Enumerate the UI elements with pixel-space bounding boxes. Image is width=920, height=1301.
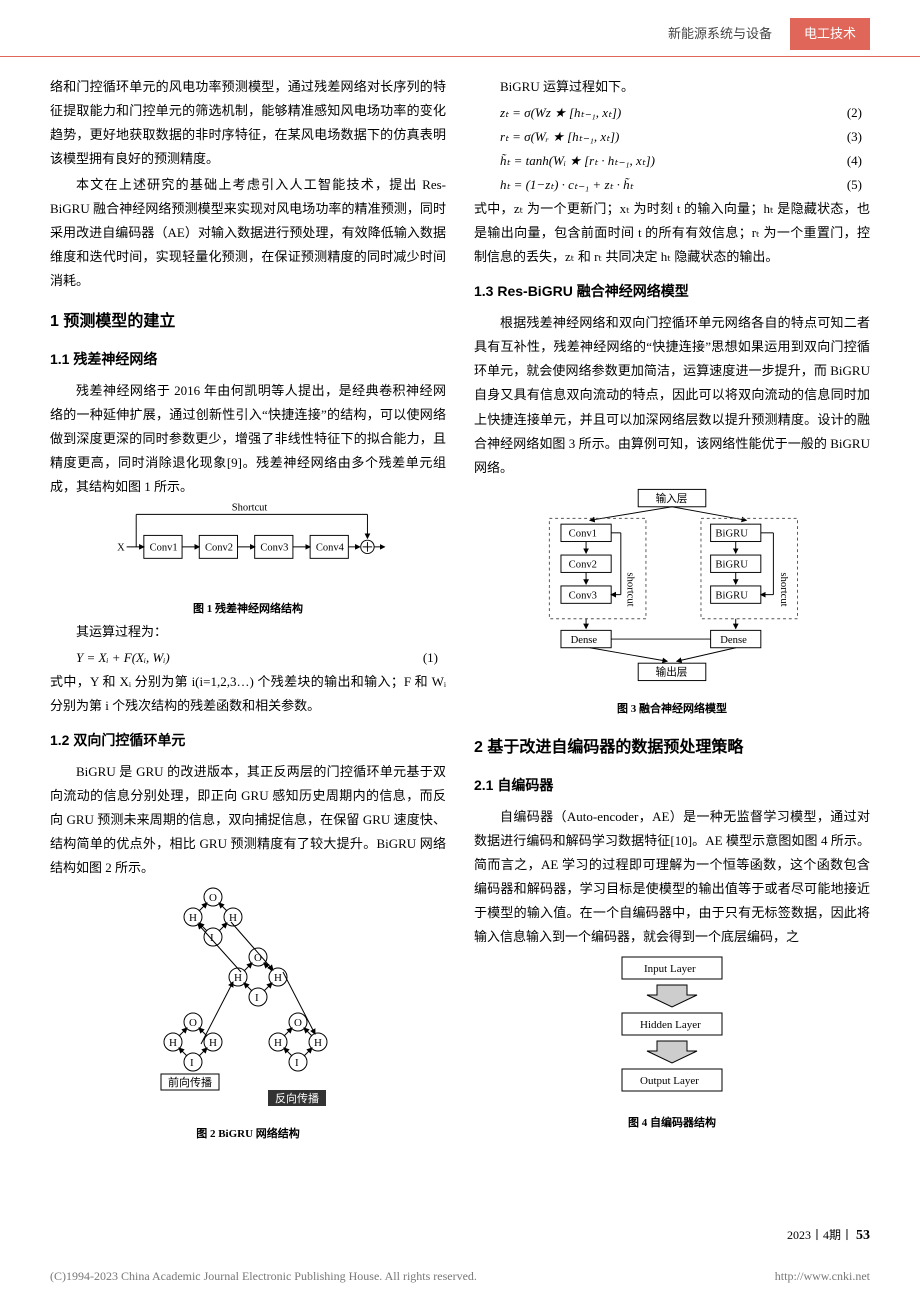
fig1-shortcut: Shortcut <box>232 503 268 514</box>
fig2-backward: 反向传播 <box>275 1091 319 1105</box>
right-column: BiGRU 运算过程如下。 zₜ = σ(Wz ★ [hₜ₋₁, xₜ]) (2… <box>474 75 870 1144</box>
fig1-caption: 图 1 残差神经网络结构 <box>108 599 388 619</box>
svg-text:shortcut: shortcut <box>625 572 636 606</box>
svg-text:I: I <box>190 1057 194 1069</box>
figure-2: O H H I O H H I <box>133 882 363 1144</box>
equation-3: rₜ = σ(Wᵣ ★ [hₜ₋₁, xₜ]) (3) <box>474 125 870 149</box>
fig1-x: X <box>117 543 125 554</box>
eq-body: Y = Xᵢ + F(Xᵢ, Wᵢ) <box>76 646 170 670</box>
svg-text:O: O <box>189 1017 197 1029</box>
eq-num: (3) <box>847 125 862 149</box>
para: 残差神经网络于 2016 年由何凯明等人提出，是经典卷积神经网络的一种延伸扩展，… <box>50 379 446 499</box>
fig4-l3: Output Layer <box>640 1075 699 1087</box>
para: 络和门控循环单元的风电功率预测模型，通过残差网络对长序列的特征提取能力和门控单元… <box>50 75 446 171</box>
footer-issue: 2023丨4期 <box>787 1228 841 1242</box>
fig1-c2: Conv2 <box>205 543 233 554</box>
svg-text:H: H <box>209 1037 217 1049</box>
fig4-l2: Hidden Layer <box>640 1019 701 1031</box>
svg-text:Conv2: Conv2 <box>569 559 597 570</box>
svg-text:Conv1: Conv1 <box>569 528 597 539</box>
header-journal: 电工技术 <box>790 18 870 50</box>
header-section: 新能源系统与设备 <box>668 22 772 46</box>
section-1: 1 预测模型的建立 <box>50 307 446 337</box>
fig2-forward: 前向传播 <box>168 1075 212 1089</box>
svg-text:H: H <box>274 972 282 984</box>
eq-body: rₜ = σ(Wᵣ ★ [hₜ₋₁, xₜ]) <box>500 125 619 149</box>
para: 式中，Y 和 Xᵢ 分别为第 i(i=1,2,3…) 个残差块的输出和输入；F … <box>50 670 446 718</box>
para: 根据残差神经网络和双向门控循环单元网络各自的特点可知二者具有互补性，残差神经网络… <box>474 311 870 479</box>
para: 本文在上述研究的基础上考虑引入人工智能技术，提出 Res-BiGRU 融合神经网… <box>50 173 446 293</box>
svg-text:Dense: Dense <box>571 635 598 646</box>
copyright: (C)1994-2023 China Academic Journal Elec… <box>50 1265 870 1287</box>
eq-num: (5) <box>847 173 862 197</box>
svg-text:H: H <box>274 1037 282 1049</box>
eq-body: hₜ = (1−zₜ) · cₜ₋₁ + zₜ · h̃ₜ <box>500 173 633 197</box>
section-1-1: 1.1 残差神经网络 <box>50 347 446 373</box>
para: BiGRU 运算过程如下。 <box>474 75 870 99</box>
svg-text:BiGRU: BiGRU <box>715 590 748 601</box>
svg-text:O: O <box>254 952 262 964</box>
para: 其运算过程为： <box>50 620 446 644</box>
fig4-caption: 图 4 自编码器结构 <box>562 1113 782 1133</box>
section-1-3: 1.3 Res-BiGRU 融合神经网络模型 <box>474 279 870 305</box>
equation-4: h̃ₜ = tanh(Wᵢ ★ [rₜ · hₜ₋₁, xₜ]) (4) <box>474 149 870 173</box>
figure-4: Input Layer Hidden Layer Output Layer 图 … <box>562 951 782 1133</box>
equation-5: hₜ = (1−zₜ) · cₜ₋₁ + zₜ · h̃ₜ (5) <box>474 173 870 197</box>
svg-text:O: O <box>209 892 217 904</box>
eq-body: zₜ = σ(Wz ★ [hₜ₋₁, xₜ]) <box>500 101 621 125</box>
svg-text:I: I <box>295 1057 299 1069</box>
footer-page: 53 <box>856 1228 870 1243</box>
svg-text:BiGRU: BiGRU <box>715 559 748 570</box>
fig1-c1: Conv1 <box>150 543 178 554</box>
eq-body: h̃ₜ = tanh(Wᵢ ★ [rₜ · hₜ₋₁, xₜ]) <box>500 149 655 173</box>
section-1-2: 1.2 双向门控循环单元 <box>50 728 446 754</box>
fig3-output: 输出层 <box>656 665 688 678</box>
para: 式中，zₜ 为一个更新门；xₜ 为时刻 t 的输入向量；hₜ 是隐藏状态，也是输… <box>474 197 870 269</box>
page-footer: 2023丨4期丨 53 <box>787 1223 870 1249</box>
svg-text:Conv3: Conv3 <box>569 590 597 601</box>
equation-2: zₜ = σ(Wz ★ [hₜ₋₁, xₜ]) (2) <box>474 101 870 125</box>
section-2: 2 基于改进自编码器的数据预处理策略 <box>474 733 870 763</box>
section-2-1: 2.1 自编码器 <box>474 773 870 799</box>
svg-text:Dense: Dense <box>720 635 747 646</box>
copyright-text: (C)1994-2023 China Academic Journal Elec… <box>50 1265 477 1287</box>
fig3-input: 输入层 <box>656 492 688 505</box>
svg-text:H: H <box>234 972 242 984</box>
svg-text:shortcut: shortcut <box>778 572 789 606</box>
fig4-l1: Input Layer <box>644 963 696 975</box>
svg-text:BiGRU: BiGRU <box>715 528 748 539</box>
svg-text:H: H <box>314 1037 322 1049</box>
svg-text:H: H <box>229 912 237 924</box>
equation-1: Y = Xᵢ + F(Xᵢ, Wᵢ) (1) <box>50 646 446 670</box>
figure-3: 输入层 shortcut Conv1 Conv2 Conv3 shortcut … <box>532 482 812 719</box>
svg-text:O: O <box>294 1017 302 1029</box>
fig2-caption: 图 2 BiGRU 网络结构 <box>133 1124 363 1144</box>
eq-num: (2) <box>847 101 862 125</box>
para: 自编码器（Auto-encoder，AE）是一种无监督学习模型，通过对数据进行编… <box>474 805 870 949</box>
svg-text:H: H <box>169 1037 177 1049</box>
para: BiGRU 是 GRU 的改进版本，其正反两层的门控循环单元基于双向流动的信息分… <box>50 760 446 880</box>
eq-num: (4) <box>847 149 862 173</box>
fig3-caption: 图 3 融合神经网络模型 <box>532 699 812 719</box>
left-column: 络和门控循环单元的风电功率预测模型，通过残差网络对长序列的特征提取能力和门控单元… <box>50 75 446 1144</box>
figure-1: X Conv1 Conv2 Conv3 Conv4 <box>108 501 388 619</box>
fig1-c3: Conv3 <box>260 543 288 554</box>
fig1-c4: Conv4 <box>316 543 345 554</box>
svg-text:H: H <box>189 912 197 924</box>
svg-text:I: I <box>255 992 259 1004</box>
eq-num: (1) <box>423 646 438 670</box>
copyright-url: http://www.cnki.net <box>775 1265 870 1287</box>
